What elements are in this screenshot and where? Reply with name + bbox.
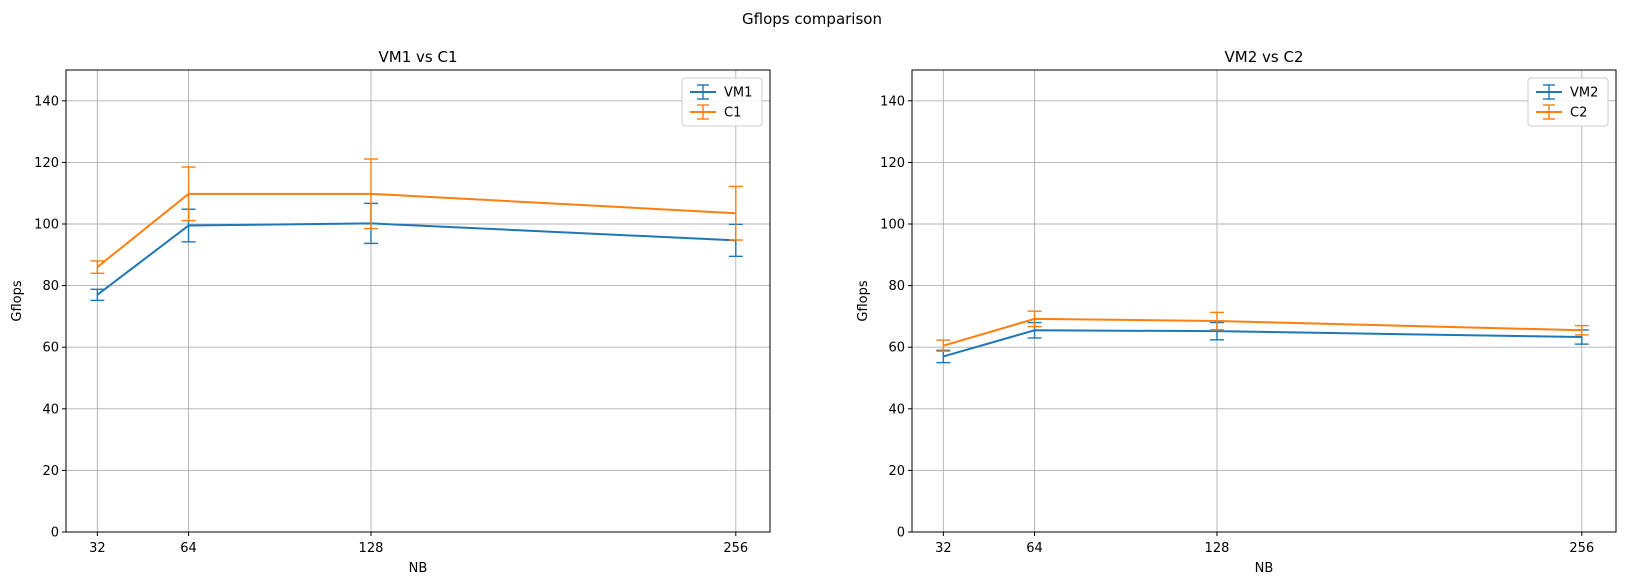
x-tick-label: 256 (723, 541, 748, 556)
x-tick-label: 256 (1569, 541, 1594, 556)
y-tick-label: 120 (34, 156, 59, 171)
y-tick-label: 40 (888, 402, 905, 417)
x-tick-label: 64 (1026, 541, 1043, 556)
series-line (943, 329, 1582, 358)
series-line (943, 317, 1582, 347)
x-tick-label: 128 (1205, 541, 1230, 556)
x-axis-label: NB (409, 561, 428, 576)
axes-frame (911, 69, 1617, 533)
x-tick-label: 128 (359, 541, 384, 556)
chart-title: VM1 vs C1 (379, 48, 458, 66)
axes-frame (65, 69, 771, 533)
chart-panel-2: 0 20 40 60 80 100 120 140 32 64 128 256 VM2 vs C2 NB G… (856, 48, 1617, 576)
x-tick-label: 32 (935, 541, 952, 556)
x-tick-label: 32 (89, 541, 106, 556)
y-tick-label: 100 (880, 218, 905, 233)
y-tick-label: 0 (51, 526, 59, 541)
y-tick-label: 80 (888, 279, 905, 294)
legend-box (1527, 77, 1609, 127)
y-tick-label: 80 (42, 279, 59, 294)
chart-title: VM2 vs C2 (1225, 48, 1304, 66)
chart-panel-1: 0 20 40 60 80 100 120 140 32 64 128 256 VM1 vs C1 NB G… (10, 48, 771, 576)
y-tick-label: 100 (34, 218, 59, 233)
y-tick-label: 140 (880, 94, 905, 109)
legend-box (681, 77, 763, 127)
y-axis-label: Gflops (10, 280, 25, 321)
y-tick-label: 20 (888, 464, 905, 479)
legend-label: C1 (724, 106, 741, 121)
series-C1 (90, 158, 743, 274)
x-tick-label: 64 (180, 541, 197, 556)
x-axis-label: NB (1255, 561, 1274, 576)
figure-suptitle: Gflops comparison (742, 10, 882, 28)
y-tick-label: 0 (897, 526, 905, 541)
series-line (96, 222, 736, 296)
legend-label: VM2 (1570, 86, 1598, 101)
y-tick-label: 60 (888, 341, 905, 356)
y-tick-label: 140 (34, 94, 59, 109)
y-axis-label: Gflops (856, 280, 871, 321)
y-tick-label: 20 (42, 464, 59, 479)
y-tick-label: 120 (880, 156, 905, 171)
y-tick-label: 40 (42, 402, 59, 417)
legend-label: VM1 (724, 86, 752, 101)
series-line (96, 192, 736, 268)
legend-label: C2 (1570, 106, 1587, 121)
y-tick-label: 60 (42, 341, 59, 356)
series-C2 (936, 310, 1589, 352)
